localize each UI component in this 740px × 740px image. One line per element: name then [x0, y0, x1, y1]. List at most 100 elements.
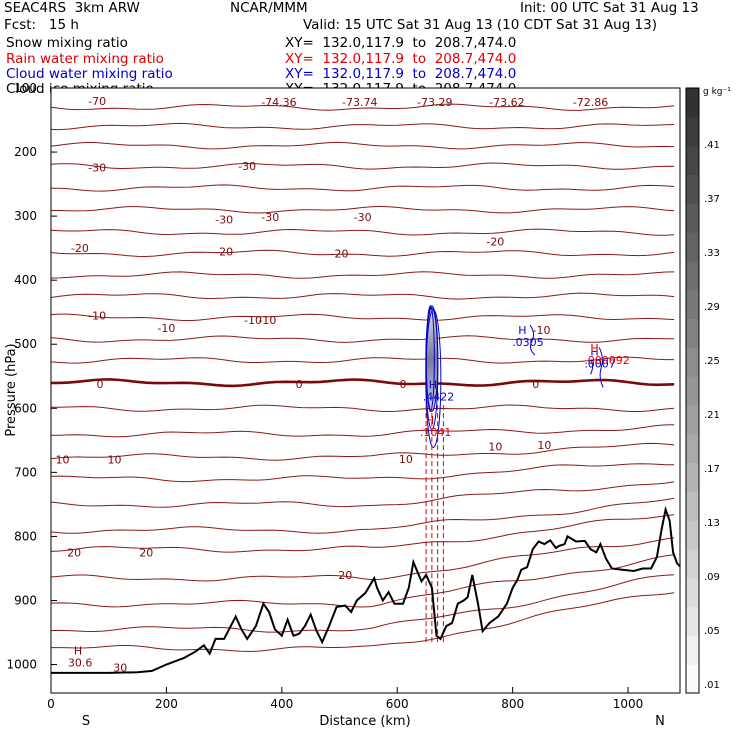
max-value-label: .0007	[584, 357, 616, 370]
contour-label: 0	[296, 378, 303, 391]
colorbar-segment	[686, 462, 699, 492]
y-tick-label: 600	[14, 401, 37, 415]
colorbar-segment	[686, 664, 699, 694]
x-end-label-north: N	[655, 714, 665, 729]
colorbar-segment	[686, 347, 699, 377]
y-tick-label: 500	[14, 337, 37, 351]
colorbar-tick-label: .21	[704, 410, 720, 421]
colorbar-segment	[686, 232, 699, 262]
contour-label: 0	[400, 378, 407, 391]
temperature-contour	[50, 292, 675, 300]
field-snow-xy: XY= 132.0,117.9 to 208.7,474.0	[285, 35, 517, 51]
field-cloud-water-name: Cloud water mixing ratio	[6, 66, 173, 82]
x-tick-label: 800	[501, 697, 524, 711]
colorbar-tick-label: .17	[704, 464, 720, 475]
top-value-label: -72.86	[573, 96, 608, 109]
contour-label: 0	[97, 378, 104, 391]
colorbar-tick-label: .33	[704, 248, 720, 259]
temperature-contour	[50, 271, 675, 279]
colorbar-frame	[685, 87, 700, 694]
colorbar-segment	[686, 289, 699, 319]
contour-label: -30	[88, 161, 106, 174]
max-marker-h: H	[590, 345, 598, 358]
temperature-contour	[51, 592, 675, 653]
temperature-contour	[50, 122, 675, 131]
contour-label: -30	[261, 211, 279, 224]
contour-label: 0	[532, 378, 539, 391]
temperature-contour	[50, 335, 675, 343]
max-marker-h: H	[74, 645, 82, 658]
colorbar-segment	[686, 491, 699, 521]
y-tick-label: 400	[14, 273, 37, 287]
max-marker-h: H	[426, 414, 434, 427]
colorbar-tick-label: .13	[704, 518, 720, 529]
colorbar-segment	[686, 433, 699, 464]
contour-label: 10	[107, 454, 121, 467]
contour-label: -10	[157, 322, 175, 335]
temperature-contour	[50, 481, 675, 508]
colorbar-segment	[686, 318, 699, 348]
max-value-label: .4422	[423, 391, 455, 404]
max-value-label: .1041	[420, 426, 452, 439]
contour-label: 20	[67, 546, 81, 559]
x-tick-label: 1000	[613, 697, 644, 711]
x-end-label-south: S	[82, 714, 90, 729]
x-tick-label: 400	[270, 697, 293, 711]
colorbar-segment	[686, 548, 699, 579]
colorbar-segment	[686, 376, 699, 406]
colorbar-segment	[686, 606, 699, 636]
contour-label: -20	[486, 236, 504, 249]
x-tick-label: 600	[386, 697, 409, 711]
y-tick-label: 800	[14, 529, 37, 543]
contour-label: -10	[258, 314, 276, 327]
temperature-contour	[50, 554, 675, 608]
model-name: SEAC4RS 3km ARW	[4, 0, 140, 16]
top-value-label: -73.74	[342, 96, 377, 109]
contour-label: -20	[71, 242, 89, 255]
temperature-contour	[50, 141, 675, 150]
x-tick-label: 200	[155, 697, 178, 711]
colorbar-segment	[686, 145, 699, 175]
cloud-water-contour	[425, 309, 442, 449]
colorbar-tick-label: .05	[704, 626, 720, 637]
top-value-label: -74.36	[261, 96, 296, 109]
field-cloud-water-xy: XY= 132.0,117.9 to 208.7,474.0	[285, 66, 517, 82]
colorbar-unit: g kg⁻¹	[703, 87, 731, 97]
contour-label: 30	[113, 662, 127, 675]
field-rain-xy: XY= 132.0,117.9 to 208.7,474.0	[285, 51, 517, 67]
colorbar-tick-label: .09	[704, 572, 720, 583]
temperature-contour	[50, 228, 675, 236]
init-time: Init: 00 UTC Sat 31 Aug 13	[520, 0, 699, 16]
colorbar-segment	[686, 520, 699, 550]
x-axis-label: Distance (km)	[319, 714, 410, 729]
field-rain-name: Rain water mixing ratio	[6, 51, 164, 67]
colorbar-segment	[686, 260, 699, 291]
colorbar-segment	[686, 635, 699, 665]
temperature-contour	[50, 313, 675, 322]
colorbar-tick-label: .41	[704, 140, 720, 151]
x-tick-label: 0	[47, 697, 55, 711]
y-tick-label: 1000	[6, 658, 37, 672]
contour-label: 10	[488, 441, 502, 454]
temperature-contour	[51, 404, 675, 413]
temperature-contour	[50, 442, 675, 461]
y-tick-label: 100	[14, 81, 37, 95]
max-value-label: .000092	[584, 354, 630, 367]
max-value-label: .0305	[512, 336, 544, 349]
max-value-label: 30.6	[68, 657, 93, 670]
contour-label: -10	[88, 309, 106, 322]
y-tick-label: 200	[14, 145, 37, 159]
temperature-contour	[50, 249, 675, 258]
cloud-water-contour	[590, 347, 604, 388]
colorbar: .01 .05 .09 .13 .17 .21 .25 .29 .33 .37 .41 g kg⁻¹	[685, 87, 731, 694]
temperature-contour	[50, 514, 675, 553]
colorbar-tick-label: .25	[704, 356, 720, 367]
colorbar-segment	[686, 577, 699, 608]
max-marker-h: H	[590, 342, 598, 355]
cloud-water-contour	[529, 324, 536, 356]
center-name: NCAR/MMM	[230, 0, 308, 16]
y-axis-label: Pressure (hPa)	[4, 343, 19, 436]
contour-label: 10	[56, 454, 70, 467]
contour-label: -20	[331, 247, 349, 260]
colorbar-segment	[686, 174, 699, 204]
